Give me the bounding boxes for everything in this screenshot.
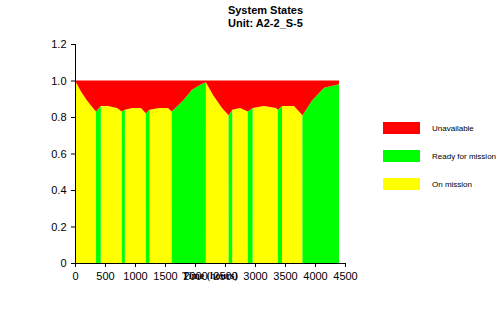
html-text:Time (hours): Time (hours) [182,270,238,281]
svg-text:1.2: 1.2 [51,38,66,50]
svg-text:0.6: 0.6 [51,148,66,160]
html-text:Ready for mission: Ready for mission [432,151,496,161]
svg-text:0.4: 0.4 [51,184,66,196]
svg-text:1.0: 1.0 [51,75,66,87]
html-text:System States: System States [227,4,304,16]
svg-text:0: 0 [72,270,78,282]
svg-text:3000: 3000 [243,270,267,282]
svg-text:4500: 4500 [333,270,357,282]
svg-text:0.8: 0.8 [51,111,66,123]
svg-text:1000: 1000 [123,270,147,282]
svg-text:3500: 3500 [273,270,297,282]
svg-text:0: 0 [60,257,66,269]
html-text:Unavailable: Unavailable [432,123,474,133]
html-text:On mission: On mission [432,179,472,189]
svg-text:4000: 4000 [303,270,327,282]
svg-text:500: 500 [96,270,114,282]
svg-text:1500: 1500 [153,270,177,282]
svg-text:0.2: 0.2 [51,221,66,233]
html-text:Unit: A2-2_S-5: Unit: A2-2_S-5 [228,17,303,29]
